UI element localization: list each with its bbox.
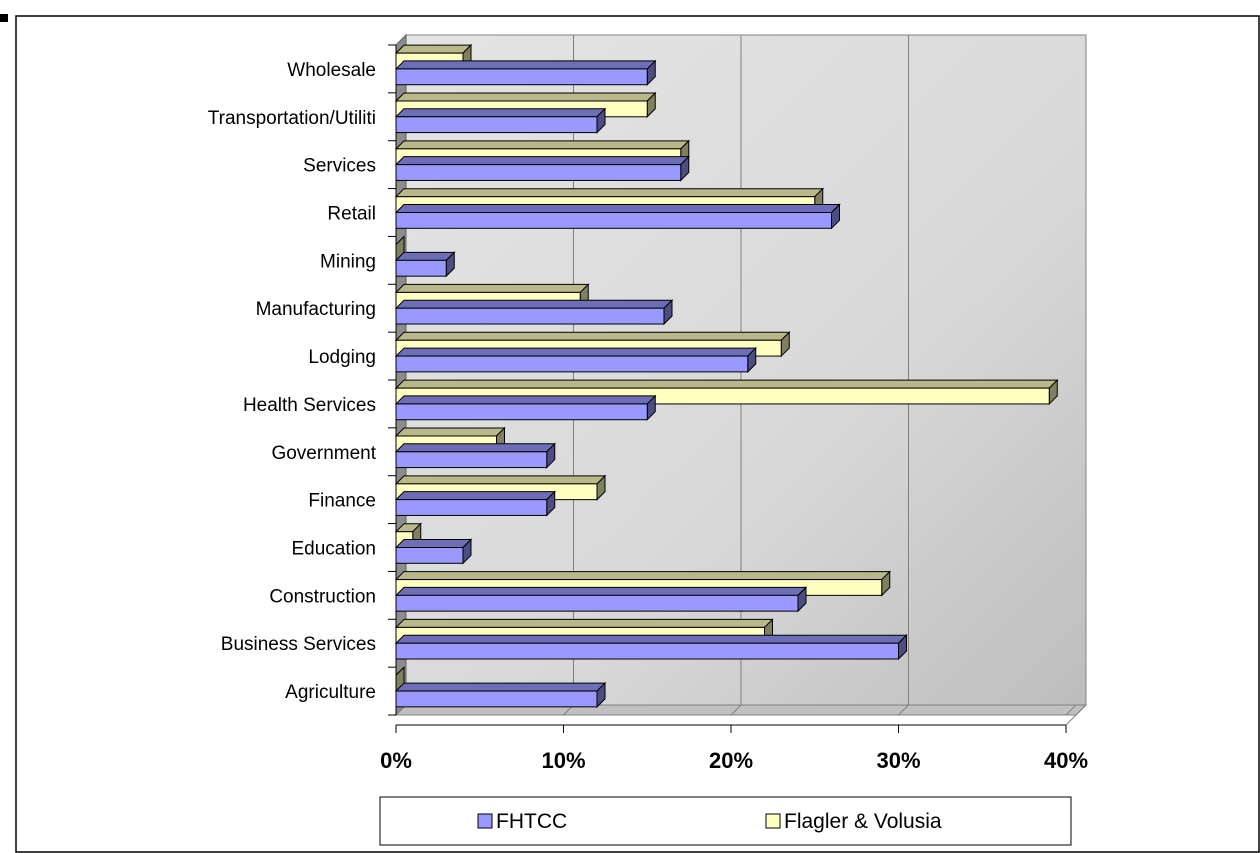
bar-top-fhtcc-manufacturing xyxy=(394,299,674,309)
bar-top-flagler-volusia-lodging xyxy=(394,331,791,341)
x-tick-label-4: 40% xyxy=(1044,748,1088,773)
floor-gridline xyxy=(898,704,909,716)
bar-front-fhtcc-construction xyxy=(395,594,799,612)
bar-front-fhtcc-wholesale xyxy=(395,68,648,86)
bar-top-fhtcc-education xyxy=(394,539,473,548)
x-tick-label-0: 0% xyxy=(380,748,412,773)
bar-fhtcc-agriculture xyxy=(394,681,607,709)
x-axis-edge xyxy=(1065,704,1087,726)
x-tick-label-2: 20% xyxy=(709,748,753,773)
category-label-finance: Finance xyxy=(308,491,376,512)
bar-front-fhtcc-education xyxy=(395,547,464,564)
bar-fhtcc-business-services xyxy=(394,634,908,661)
category-label-lodging: Lodging xyxy=(308,347,376,368)
y-axis: Agriculture Business Services Construction… xyxy=(208,44,397,716)
bar-top-fhtcc-mining xyxy=(394,251,456,261)
bar-top-fhtcc-services xyxy=(394,156,690,166)
category-label-transportation-utiliti: Transportation/Utiliti xyxy=(208,108,376,129)
legend-swatch-flagler-volusia xyxy=(765,813,781,829)
corner-marker xyxy=(0,14,8,22)
bar-fhtcc-services xyxy=(394,155,690,182)
x-axis: 0% 10% 20% 30% 40% xyxy=(380,704,1088,773)
bar-top-fhtcc-government xyxy=(394,443,556,453)
category-label-construction: Construction xyxy=(269,586,376,607)
category-label-agriculture: Agriculture xyxy=(285,682,376,703)
bar-front-fhtcc-retail xyxy=(395,212,832,229)
legend: FHTCC Flagler & Volusia xyxy=(379,796,1072,846)
bar-top-flagler-volusia-construction xyxy=(394,571,891,581)
bar-top-fhtcc-wholesale xyxy=(394,60,657,70)
category-label-government: Government xyxy=(271,443,376,464)
category-label-manufacturing: Manufacturing xyxy=(256,299,376,320)
category-label-retail: Retail xyxy=(327,204,376,225)
category-label-mining: Mining xyxy=(320,251,376,272)
bar-front-fhtcc-manufacturing xyxy=(395,307,665,325)
bar-front-fhtcc-government xyxy=(395,451,548,469)
bar-front-fhtcc-business-services xyxy=(395,642,899,660)
bar-front-fhtcc-mining xyxy=(395,259,447,277)
category-label-business-services: Business Services xyxy=(221,634,376,655)
bar-top-fhtcc-lodging xyxy=(394,347,757,357)
bar-fhtcc-transportation-utiliti xyxy=(394,107,607,134)
category-label-health-services: Health Services xyxy=(243,395,376,416)
side-wall xyxy=(395,33,407,717)
x-tick-label-1: 10% xyxy=(541,748,585,773)
bar-fhtcc-mining xyxy=(394,251,456,278)
legend-swatch-fhtcc xyxy=(477,813,493,829)
bar-top-flagler-volusia-finance xyxy=(394,475,607,485)
x-tick-label-3: 30% xyxy=(876,748,920,773)
bar-top-fhtcc-construction xyxy=(394,586,808,596)
bar-top-flagler-volusia-health-services xyxy=(394,379,1059,389)
bar-fhtcc-government xyxy=(394,442,556,469)
bar-front-fhtcc-agriculture xyxy=(395,690,598,708)
bar-top-fhtcc-agriculture xyxy=(394,682,607,692)
bar-top-flagler-volusia-wholesale xyxy=(394,44,473,54)
bar-fhtcc-manufacturing xyxy=(394,299,674,326)
bar-fhtcc-retail xyxy=(394,203,841,230)
category-label-wholesale: Wholesale xyxy=(287,60,376,81)
plot-area xyxy=(394,33,1088,717)
bar-top-flagler-volusia-government xyxy=(394,427,506,437)
bar-front-fhtcc-lodging xyxy=(395,355,749,373)
bar-fhtcc-finance xyxy=(394,490,556,517)
floor-gridline xyxy=(730,704,742,716)
bar-fhtcc-education xyxy=(394,538,473,565)
bar-top-fhtcc-business-services xyxy=(394,634,908,644)
category-label-education: Education xyxy=(291,539,376,560)
bar-fhtcc-wholesale xyxy=(394,59,657,86)
bar-fhtcc-lodging xyxy=(394,346,757,374)
bar-top-flagler-volusia-manufacturing xyxy=(394,283,590,293)
floor-gridline xyxy=(1065,704,1077,716)
bar-fhtcc-construction xyxy=(394,586,808,613)
legend-label-flagler-volusia: Flagler & Volusia xyxy=(784,810,942,833)
bar-top-flagler-volusia-business-services xyxy=(394,618,774,628)
bar-top-flagler-volusia-services xyxy=(394,140,690,150)
category-label-services: Services xyxy=(303,156,376,177)
bar-top-flagler-volusia-transportation-utiliti xyxy=(394,92,657,102)
bar-top-fhtcc-finance xyxy=(394,491,556,501)
bar-fhtcc-health-services xyxy=(394,394,657,421)
bar-top-fhtcc-retail xyxy=(394,204,841,213)
legend-label-fhtcc: FHTCC xyxy=(496,810,567,833)
legend-box xyxy=(379,796,1072,846)
bar-front-fhtcc-finance xyxy=(395,499,548,516)
bar-top-fhtcc-transportation-utiliti xyxy=(394,108,607,118)
bar-front-fhtcc-transportation-utiliti xyxy=(395,116,598,134)
bar-top-flagler-volusia-retail xyxy=(394,188,824,198)
bar-front-fhtcc-health-services xyxy=(395,403,648,421)
bar-front-fhtcc-services xyxy=(395,164,682,181)
bar-top-fhtcc-health-services xyxy=(394,395,657,405)
